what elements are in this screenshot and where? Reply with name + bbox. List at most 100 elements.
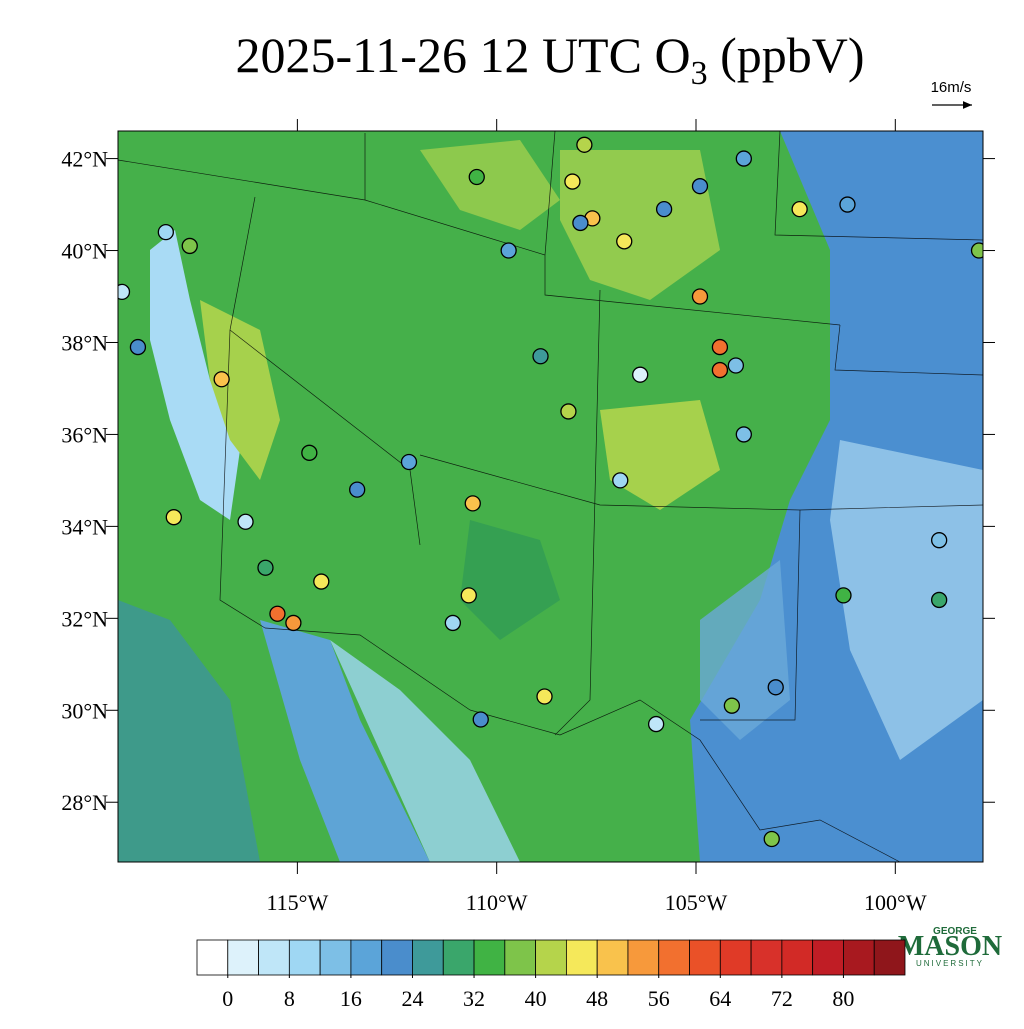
station [763,830,780,848]
station [616,233,633,250]
station [691,288,709,305]
station [576,136,593,153]
station [632,366,649,383]
colorbar-box [196,939,229,976]
station [791,201,808,218]
station [301,444,318,461]
station [711,361,729,379]
map-frame [117,130,984,863]
y-tick-label: 32°N [61,606,108,631]
station [572,214,589,232]
colorbar-label: 8 [284,986,295,1011]
station [269,605,286,622]
colorbar-label: 72 [771,986,793,1011]
colorbar-label: 80 [832,986,854,1011]
colorbar-box [627,939,660,976]
station [118,283,131,301]
title-unit: (ppbV) [708,27,865,83]
colorbar-box [350,939,383,976]
station [723,697,741,714]
logo-bottom: UNIVERSITY [916,959,984,968]
logo-top: GEORGE [933,926,977,937]
logo-name: MASON [898,931,1002,962]
station [839,196,856,213]
station [257,559,274,576]
colorbar-label: 64 [709,986,731,1011]
x-tick-label: 105°W [665,890,728,915]
colorbar-box [504,939,537,976]
station [835,587,852,604]
station [349,481,366,498]
x-tick-label: 115°W [267,890,329,915]
station [536,688,553,705]
colorbar-box [658,939,690,976]
colorbar-box [258,939,290,976]
y-tick-label: 30°N [61,698,108,723]
station [931,591,948,609]
stations [118,136,983,848]
station [564,173,581,190]
station [313,573,330,590]
colorbar-box [381,939,413,976]
station [560,403,577,420]
station [612,472,629,489]
y-tick-label: 36°N [61,422,108,447]
station [444,614,461,632]
colorbar-box [689,939,721,976]
colorbar-box [719,939,752,976]
y-tick-label: 34°N [61,514,108,539]
colorbar-box [750,939,783,976]
colorbar-box [288,939,321,976]
station [181,237,198,255]
colorbar-box [873,939,906,976]
station [129,338,147,356]
wind-reference-label: 16m/s [931,79,972,96]
station [931,532,948,549]
station [472,711,489,728]
station [500,242,517,259]
colorbar-box [596,939,629,976]
colorbar-label: 16 [340,986,362,1011]
colorbar-box [227,939,259,976]
y-tick-label: 28°N [61,790,108,815]
colorbar-box [812,939,844,976]
title: 2025-11-26 12 UTC O3 (ppbV) [236,27,865,92]
colorbar-label: 56 [648,986,670,1011]
colorbar-label: 32 [463,986,485,1011]
title-subscript: 3 [691,55,708,92]
map-background [118,131,983,862]
station [468,168,485,186]
station [400,453,418,471]
colorbar-label: 24 [401,986,423,1011]
station [464,495,481,512]
station [165,509,182,526]
colorbar-box [412,939,444,976]
station [767,679,784,696]
station [647,715,665,733]
station [711,338,729,356]
colorbar-box [473,939,506,976]
colorbar-box [843,939,875,976]
station [691,178,709,195]
colorbar-box [565,939,598,976]
y-tick-label: 42°N [61,147,108,172]
y-tick-label: 38°N [61,330,108,355]
station [237,513,254,530]
station [735,150,752,167]
x-tick-label: 100°W [864,890,927,915]
colorbar-label: 48 [586,986,608,1011]
colorbar-box [535,939,567,976]
station [285,614,302,632]
station [532,348,549,365]
x-tick-label: 110°W [466,890,528,915]
colorbar-label: 40 [525,986,547,1011]
station [655,201,673,218]
station [213,371,230,388]
station [460,587,477,604]
colorbar-box [319,939,352,976]
station [735,426,752,443]
station [157,223,174,241]
colorbar-label: 0 [222,986,233,1011]
colorbar-box [442,939,475,976]
